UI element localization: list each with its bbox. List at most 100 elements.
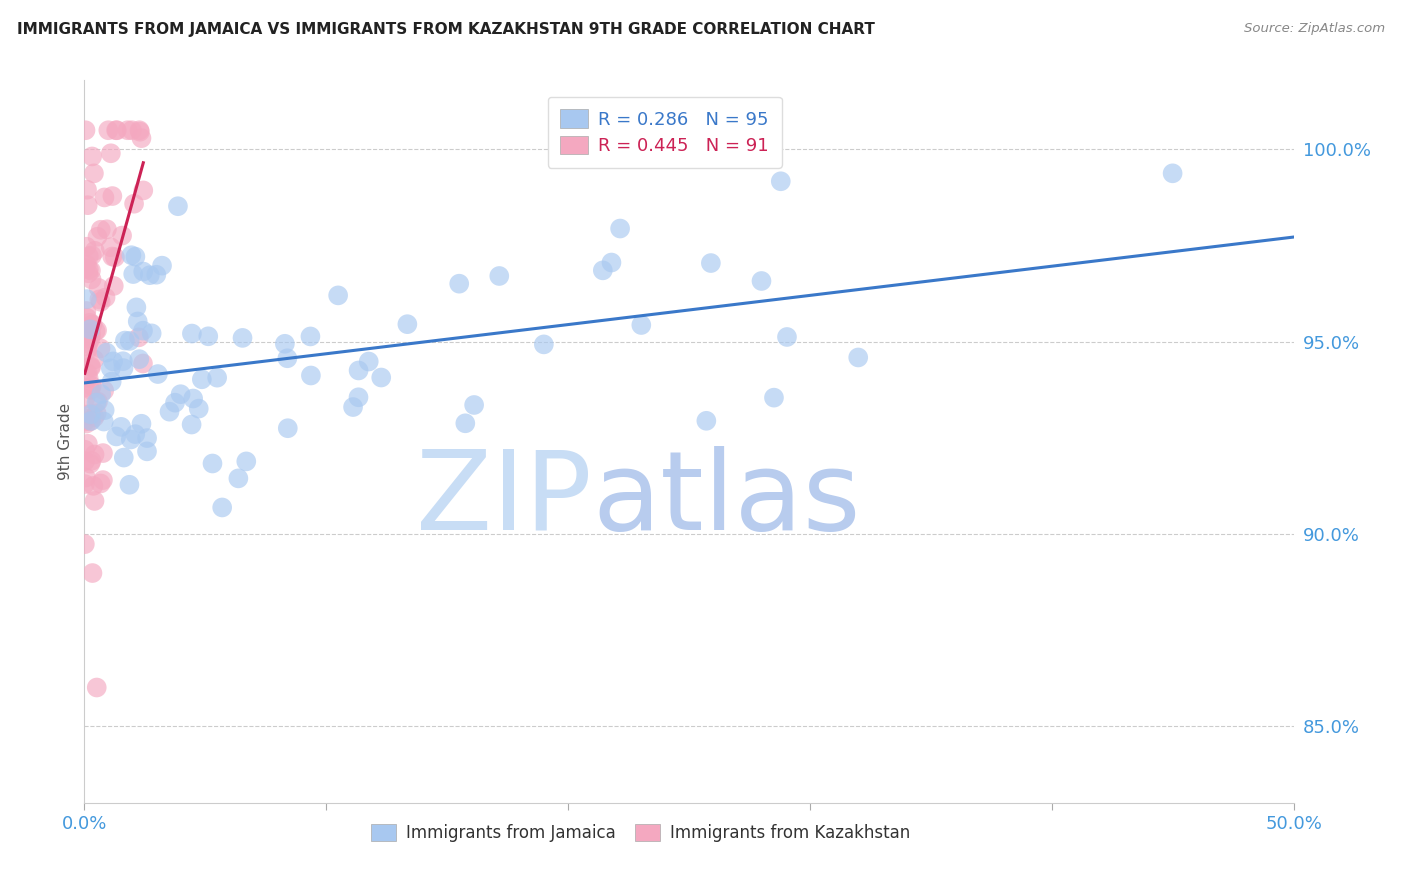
Point [231, 331, 253, 345]
Text: atlas: atlas [592, 446, 860, 553]
Point [83, 352, 105, 367]
Point [82, 318, 104, 332]
Point [93, 190, 115, 204]
Point [463, 398, 485, 412]
Point [201, 457, 224, 471]
Point [299, 329, 322, 343]
Point [180, 417, 202, 432]
Point [124, 427, 146, 442]
Point [76, 310, 98, 325]
Point [132, 357, 155, 371]
Point [73, 380, 96, 394]
Point [73, 442, 96, 457]
Point [75, 339, 97, 353]
Point [97, 123, 120, 137]
Point [93, 384, 115, 398]
Point [111, 228, 134, 243]
Point [299, 368, 322, 383]
Point [449, 277, 471, 291]
Point [122, 196, 145, 211]
Point [86, 395, 108, 409]
Point [630, 318, 652, 332]
Point [82, 479, 104, 493]
Point [82, 149, 104, 163]
Point [347, 390, 370, 404]
Point [132, 183, 155, 197]
Point [83, 494, 105, 508]
Point [127, 314, 149, 328]
Point [76, 367, 98, 381]
Point [91, 473, 114, 487]
Point [145, 268, 167, 282]
Point [83, 244, 105, 258]
Point [120, 248, 142, 262]
Point [75, 411, 97, 425]
Point [276, 351, 298, 366]
Point [150, 259, 173, 273]
Point [592, 263, 614, 277]
Point [105, 123, 128, 137]
Point [136, 431, 159, 445]
Point [76, 183, 98, 197]
Point [167, 199, 190, 213]
Point [91, 446, 114, 460]
Point [205, 370, 228, 384]
Point [128, 123, 150, 137]
Point [751, 274, 773, 288]
Point [110, 420, 132, 434]
Point [131, 131, 153, 145]
Point [83, 410, 105, 425]
Point [76, 240, 98, 254]
Point [96, 345, 118, 359]
Point [132, 264, 155, 278]
Point [90, 294, 112, 309]
Point [75, 260, 97, 275]
Point [76, 408, 98, 422]
Point [76, 258, 98, 272]
Point [454, 417, 477, 431]
Point [100, 240, 122, 254]
Point [103, 279, 125, 293]
Point [128, 352, 150, 367]
Point [101, 250, 124, 264]
Point [80, 407, 103, 421]
Point [139, 268, 162, 283]
Point [124, 250, 146, 264]
Point [118, 334, 141, 348]
Point [80, 379, 103, 393]
Point [80, 248, 103, 262]
Point [80, 454, 103, 468]
Point [112, 361, 135, 376]
Point [87, 281, 110, 295]
Point [79, 414, 101, 428]
Point [100, 375, 122, 389]
Point [80, 272, 103, 286]
Legend: Immigrants from Jamaica, Immigrants from Kazakhstan: Immigrants from Jamaica, Immigrants from… [364, 817, 917, 848]
Point [76, 198, 98, 212]
Point [101, 189, 124, 203]
Point [96, 222, 118, 236]
Point [75, 123, 97, 137]
Point [129, 125, 152, 139]
Point [111, 354, 134, 368]
Point [163, 395, 186, 409]
Point [105, 123, 128, 137]
Point [1161, 166, 1184, 180]
Point [79, 316, 101, 330]
Point [776, 330, 799, 344]
Point [100, 146, 122, 161]
Point [90, 223, 112, 237]
Point [73, 454, 96, 468]
Point [228, 471, 250, 485]
Point [93, 403, 115, 417]
Point [100, 361, 122, 376]
Point [93, 415, 115, 429]
Point [600, 255, 623, 269]
Point [104, 250, 127, 264]
Point [533, 337, 555, 351]
Point [191, 372, 214, 386]
Point [82, 566, 104, 580]
Point [94, 290, 117, 304]
Point [370, 370, 392, 384]
Point [235, 454, 257, 468]
